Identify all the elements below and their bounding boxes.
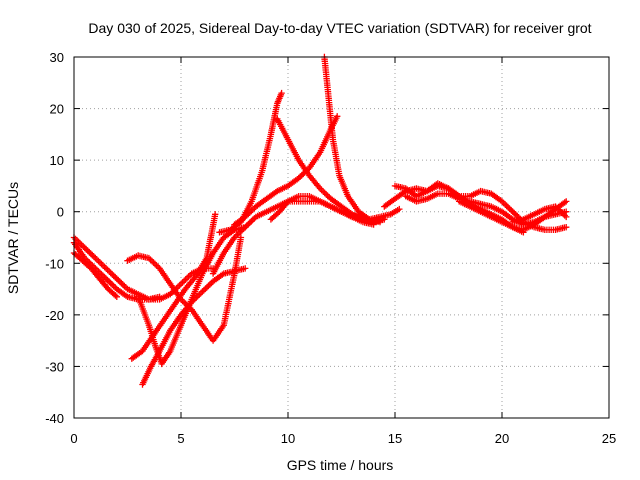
plot-frame [73,56,610,419]
data-point-marker [323,191,330,198]
data-point-marker [109,281,116,288]
data-point-marker [563,224,570,231]
data-point-marker [246,219,253,226]
x-tick-label: 25 [602,431,616,446]
data-point-marker [96,259,104,266]
data-point-marker [334,113,341,120]
axis-ticks: 0 5 10 15 20 25 -40 -30 -20 -10 0 10 20 30 [45,50,616,446]
data-point-marker [563,213,570,221]
y-tick-label: 30 [50,50,64,65]
data-point-marker [212,211,219,218]
data-point-marker [563,198,570,205]
series-arc-16 [391,180,570,233]
data-point-marker [248,218,255,225]
y-axis-label: SDTVAR / TECUs [5,182,21,294]
data-point-marker [112,292,119,299]
data-point-marker [396,205,403,213]
data-point-marker [278,89,285,97]
data-point-marker [156,293,163,300]
series-arc-5 [128,211,219,362]
series-arc-14 [344,205,403,223]
data-point-marker [242,265,249,272]
y-tick-label: -20 [45,308,64,323]
y-tick-label: -40 [45,411,64,426]
data-point-marker [203,284,211,291]
x-tick-label: 20 [495,431,509,446]
x-tick-label: 10 [281,431,295,446]
series-arc-18 [456,198,570,233]
data-point-marker [92,254,99,262]
x-tick-label: 15 [388,431,402,446]
series-arc-3 [70,249,120,300]
series-arc-6 [139,265,249,388]
data-point-marker [182,276,189,283]
data-point-marker [177,280,185,288]
data-points [70,53,570,388]
y-tick-label: -10 [45,256,64,271]
data-point-marker [86,249,93,256]
y-tick-label: 20 [50,102,64,117]
data-point-marker [199,288,206,295]
data-point-marker [107,280,114,287]
data-point-marker [183,274,191,282]
data-point-marker [107,269,114,277]
series-arc-12 [274,115,377,226]
data-point-marker [98,260,105,268]
y-tick-label: 0 [57,205,64,220]
data-point-marker [504,204,512,211]
x-axis-label: GPS time / hours [287,457,394,473]
data-point-marker [150,259,157,266]
data-point-marker [237,234,245,241]
series-arc-17 [402,190,570,228]
data-point-marker [113,275,120,282]
data-point-marker [87,250,94,257]
data-point-marker [509,208,516,215]
chart-title: Day 030 of 2025, Sidereal Day-to-day VTE… [88,20,591,36]
data-point-marker [205,282,212,289]
x-tick-label: 5 [177,431,184,446]
data-point-marker [321,189,328,197]
x-tick-label: 0 [70,431,77,446]
data-point-marker [151,260,159,268]
series-arc-1 [70,234,217,303]
data-point-marker [118,280,125,287]
data-point-marker [119,281,127,288]
grid-lines [74,57,609,418]
series-arc-2 [70,239,163,303]
data-point-marker [113,293,120,300]
y-tick-label: 10 [50,153,64,168]
y-tick-label: -30 [45,359,64,374]
data-point-marker [503,202,510,209]
data-point-marker [81,244,88,251]
series-arc-19 [509,203,570,226]
data-point-marker [109,271,116,278]
data-point-marker [102,265,110,272]
